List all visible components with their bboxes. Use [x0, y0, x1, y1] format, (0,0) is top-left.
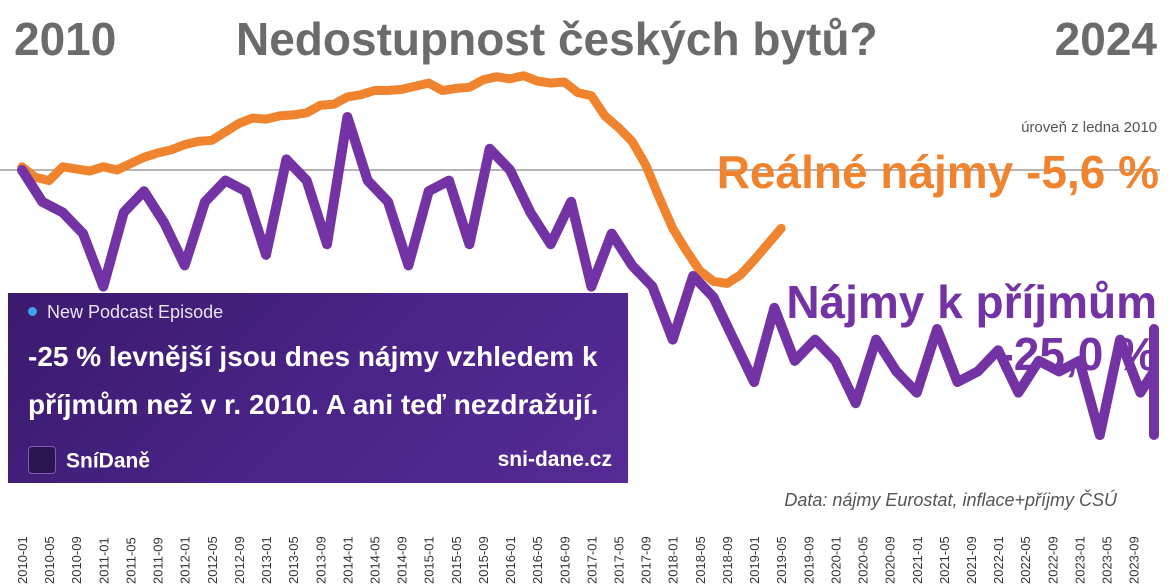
x-tick-label: 2014-05	[367, 536, 382, 584]
x-tick-label: 2013-05	[286, 536, 301, 584]
x-tick-label: 2018-05	[693, 536, 708, 584]
x-tick-label: 2017-09	[639, 536, 654, 584]
podcast-avatar-icon	[28, 446, 56, 474]
x-tick-label: 2019-01	[747, 536, 762, 584]
x-tick-label: 2017-01	[584, 536, 599, 584]
series-value-real-rents: -5,6 %	[1026, 146, 1159, 198]
x-tick-label: 2011-01	[96, 537, 111, 584]
x-tick-label: 2016-01	[503, 536, 518, 584]
x-tick-label: 2012-05	[205, 536, 220, 584]
x-tick-label: 2020-05	[856, 536, 871, 584]
x-tick-label: 2014-09	[395, 536, 410, 584]
x-tick-label: 2018-09	[720, 536, 735, 584]
series-name-real-rents: Reálné nájmy	[716, 146, 1014, 198]
x-tick-label: 2011-09	[151, 537, 166, 584]
x-tick-label: 2018-01	[666, 536, 681, 584]
x-tick-label: 2019-05	[774, 536, 789, 584]
x-tick-label: 2014-01	[340, 536, 355, 584]
x-tick-label: 2012-01	[178, 536, 193, 584]
x-tick-label: 2011-05	[123, 537, 138, 584]
x-tick-label: 2020-09	[883, 536, 898, 584]
series-label-rent-to-income: Nájmy k příjmům -25,0 %	[786, 276, 1157, 380]
podcast-tag-text: New Podcast Episode	[47, 302, 224, 322]
series-value-rent-to-income: -25,0 %	[998, 328, 1157, 380]
series-layer	[17, 71, 1159, 440]
x-tick-label: 2022-09	[1045, 536, 1060, 584]
x-tick-label: 2017-05	[612, 536, 627, 584]
series-name-rent-to-income: Nájmy k příjmům	[786, 276, 1157, 328]
podcast-brand: SníDaně	[28, 446, 151, 476]
year-end-label: 2024	[1054, 13, 1157, 65]
chart-title: Nedostupnost českých bytů?	[236, 13, 878, 65]
x-tick-label: 2023-01	[1072, 536, 1087, 584]
baseline-label: úroveň z ledna 2010	[1021, 119, 1157, 136]
x-tick-label: 2016-05	[530, 536, 545, 584]
x-tick-label: 2021-01	[910, 536, 925, 584]
podcast-tag: New Podcast Episode	[28, 302, 223, 323]
x-tick-label: 2015-05	[449, 536, 464, 584]
podcast-brand-name: SníDaně	[66, 449, 151, 473]
series-line-rent-to-income	[17, 112, 1159, 440]
x-tick-label: 2015-01	[422, 536, 437, 584]
x-tick-label: 2013-09	[313, 536, 328, 584]
x-tick-labels: 2010-01 2010-05 2010-09 2011-01 2011-05 2011-…	[15, 536, 1142, 584]
year-start-label: 2010	[14, 13, 117, 65]
x-tick-label: 2022-01	[991, 536, 1006, 584]
podcast-headline: -25 % levnější jsou dnes nájmy vzhledem …	[28, 341, 599, 420]
data-source-note: Data: nájmy Eurostat, inflace+příjmy ČSÚ	[784, 490, 1117, 510]
series-line-real-rents	[17, 71, 786, 288]
series-label-real-rents: Reálné nájmy -5,6 %	[717, 145, 1159, 199]
x-tick-label: 2012-09	[232, 536, 247, 584]
x-tick-label: 2020-01	[828, 536, 843, 584]
x-tick-label: 2019-09	[801, 536, 816, 584]
x-tick-label: 2022-05	[1018, 536, 1033, 584]
x-tick-label: 2023-09	[1127, 536, 1142, 584]
x-tick-label: 2021-09	[964, 536, 979, 584]
podcast-promo-card[interactable]: New Podcast Episode -25 % levnější jsou …	[8, 293, 628, 483]
x-tick-label: 2013-01	[259, 536, 274, 584]
x-tick-label: 2010-05	[42, 536, 57, 584]
dot-icon	[28, 306, 37, 316]
x-tick-label: 2016-09	[557, 536, 572, 584]
podcast-url[interactable]: sni-dane.cz	[497, 448, 612, 471]
x-tick-label: 2021-05	[937, 536, 952, 584]
x-tick-label: 2023-05	[1100, 536, 1115, 584]
x-tick-label: 2010-09	[69, 536, 84, 584]
x-tick-label: 2015-09	[476, 536, 491, 584]
x-tick-label: 2010-01	[15, 536, 30, 584]
